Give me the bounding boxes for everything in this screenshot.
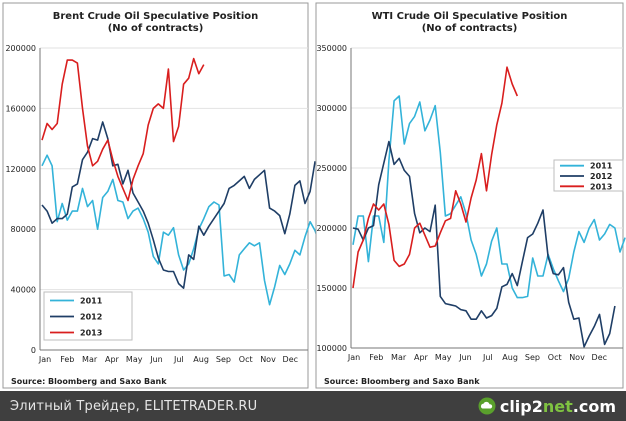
legend-label: 2013: [590, 182, 612, 191]
clip2net-wordmark: clip2net.com: [499, 396, 616, 416]
y-tick-label: 40000: [11, 286, 36, 295]
x-tick-label: Feb: [369, 353, 383, 362]
legend-label: 2011: [80, 297, 103, 306]
x-tick-label: Feb: [60, 355, 74, 364]
chart-title: WTI Crude Oil Speculative Position: [372, 11, 568, 22]
legend-label: 2013: [80, 329, 102, 338]
y-tick-label: 350000: [316, 44, 347, 53]
chart-subtitle: (No of contracts): [422, 23, 518, 34]
y-tick-label: 150000: [316, 284, 347, 293]
x-tick-label: Jun: [149, 355, 163, 364]
chart-title: Brent Crude Oil Speculative Position: [53, 11, 259, 22]
source-note: Source: Bloomberg and Saxo Bank: [11, 377, 167, 386]
footer-caption: Элитный Трейдер, ELITETRADER.RU: [10, 399, 258, 414]
chart-panel-1: Brent Crude Oil Speculative Position(No …: [2, 2, 326, 389]
x-tick-label: Jan: [38, 355, 51, 364]
series-line-2012: [352, 140, 616, 348]
x-tick-label: Sep: [525, 353, 540, 362]
x-tick-label: Aug: [502, 353, 518, 362]
y-tick-label: 160000: [5, 104, 36, 113]
x-tick-label: Mar: [82, 355, 98, 364]
series-line-2013: [41, 57, 205, 202]
series-line-2012: [41, 121, 316, 289]
y-tick-label: 120000: [5, 165, 36, 174]
legend-label: 2012: [590, 172, 612, 181]
y-tick-label: 200000: [316, 224, 347, 233]
x-tick-label: Dec: [592, 353, 607, 362]
series-line-2013: [352, 66, 519, 289]
y-tick-label: 0: [31, 346, 36, 355]
x-tick-label: May: [126, 355, 143, 364]
series-line-2011: [41, 154, 326, 306]
x-tick-label: Jun: [458, 353, 472, 362]
x-tick-label: Aug: [193, 355, 209, 364]
x-tick-label: Apr: [105, 355, 120, 364]
x-tick-label: Dec: [283, 355, 298, 364]
x-tick-label: Oct: [239, 355, 253, 364]
y-tick-label: 80000: [11, 225, 36, 234]
x-tick-label: Apr: [414, 353, 429, 362]
panel-border: [315, 2, 624, 389]
x-tick-label: Sep: [216, 355, 231, 364]
clip2net-logo[interactable]: clip2net.com: [478, 396, 616, 416]
source-note: Source: Bloomberg and Saxo Bank: [324, 377, 480, 386]
series-line-2011: [352, 95, 626, 299]
x-tick-label: Jul: [482, 353, 493, 362]
x-tick-label: Nov: [569, 353, 585, 362]
x-tick-label: Oct: [548, 353, 562, 362]
legend: 2011 2012 2013: [43, 291, 133, 341]
y-tick-label: 250000: [316, 164, 347, 173]
cloud-icon: [478, 397, 496, 415]
y-tick-label: 200000: [5, 44, 36, 53]
y-tick-label: 300000: [316, 104, 347, 113]
y-tick-label: 100000: [316, 344, 347, 353]
x-tick-label: Jul: [173, 355, 184, 364]
chart-subtitle: (No of contracts): [108, 23, 204, 34]
footer-bar: Элитный Трейдер, ELITETRADER.RU clip2net…: [0, 391, 626, 421]
legend-label: 2011: [590, 162, 613, 171]
x-tick-label: Mar: [391, 353, 407, 362]
x-tick-label: Nov: [260, 355, 276, 364]
chart-panel-2: WTI Crude Oil Speculative Position(No of…: [315, 2, 626, 389]
x-tick-label: May: [435, 353, 452, 362]
x-tick-label: Jan: [347, 353, 360, 362]
legend-label: 2012: [80, 313, 102, 322]
